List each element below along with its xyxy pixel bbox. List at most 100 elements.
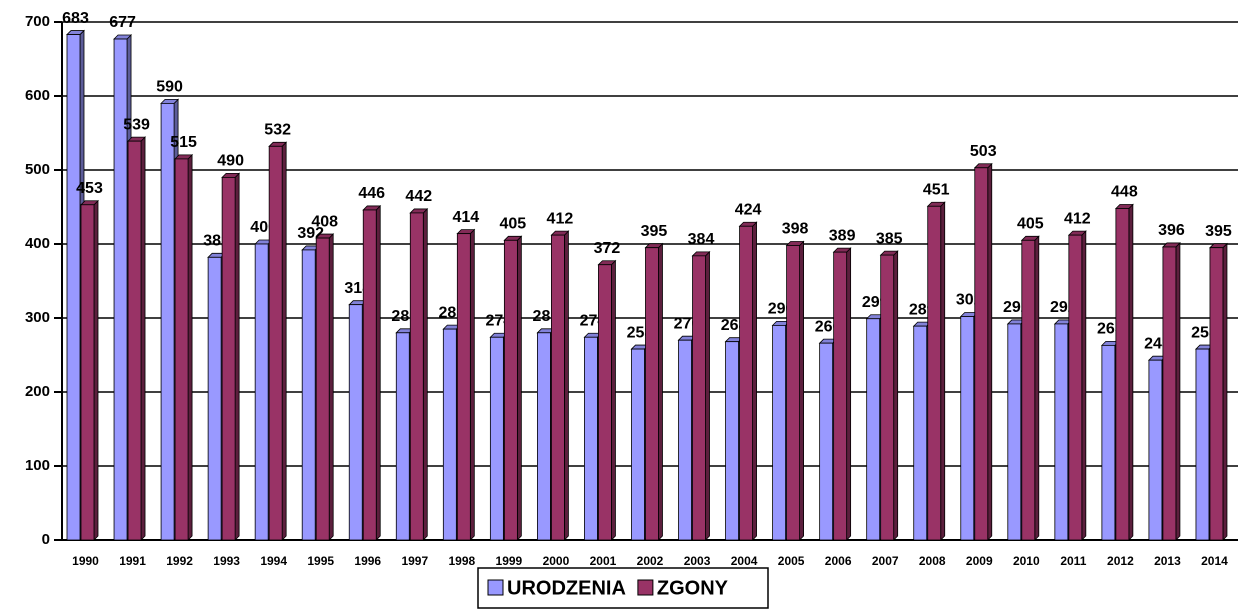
x-tick-label: 2006 xyxy=(825,554,852,568)
bar xyxy=(348,304,363,541)
y-tick-label: 200 xyxy=(25,383,50,400)
bar xyxy=(254,243,269,541)
bar xyxy=(489,336,504,541)
bar xyxy=(1115,208,1130,541)
bar xyxy=(221,176,236,541)
bar xyxy=(584,336,598,541)
y-tick-label: 300 xyxy=(25,309,50,326)
x-tick-label: 1997 xyxy=(401,554,428,568)
value-label: 405 xyxy=(1017,216,1044,233)
bar xyxy=(315,237,330,541)
bar xyxy=(786,245,800,541)
bar xyxy=(1021,239,1036,541)
value-label: 532 xyxy=(264,122,291,139)
value-label: 396 xyxy=(1158,222,1185,239)
bar xyxy=(880,254,895,541)
bar xyxy=(1162,246,1177,541)
value-label: 424 xyxy=(735,201,762,218)
x-tick-label: 2009 xyxy=(966,554,993,568)
value-label: 372 xyxy=(594,240,621,257)
bar xyxy=(598,264,612,541)
bar xyxy=(66,34,81,541)
bar xyxy=(207,256,222,541)
value-label: 683 xyxy=(62,10,89,27)
x-tick-label: 2002 xyxy=(637,554,664,568)
x-tick-label: 2011 xyxy=(1060,554,1086,568)
bar xyxy=(1054,323,1069,541)
value-label: 412 xyxy=(547,210,574,227)
x-tick-label: 2010 xyxy=(1013,554,1040,568)
x-tick-label: 1993 xyxy=(213,554,240,568)
x-tick-label: 2000 xyxy=(543,554,570,568)
bar-side xyxy=(1034,235,1040,541)
bar xyxy=(833,251,848,541)
bar xyxy=(866,318,881,541)
bar xyxy=(80,204,95,541)
bar-side xyxy=(658,242,663,541)
value-label: 405 xyxy=(500,216,527,233)
value-label: 503 xyxy=(970,143,997,160)
x-tick-label: 1998 xyxy=(448,554,475,568)
bar-side xyxy=(375,204,381,541)
x-tick-label: 2012 xyxy=(1107,554,1134,568)
x-tick-label: 1995 xyxy=(307,554,334,568)
x-tick-label: 2005 xyxy=(778,554,805,568)
x-tick-label: 2001 xyxy=(590,554,617,568)
bar xyxy=(692,255,706,541)
x-tick-label: 2013 xyxy=(1154,554,1181,568)
value-label: 490 xyxy=(217,153,244,170)
bar xyxy=(678,339,692,541)
value-label: 385 xyxy=(876,230,903,247)
bar xyxy=(819,342,834,541)
y-tick-label: 500 xyxy=(25,161,50,178)
legend-swatch xyxy=(637,579,654,596)
bar-side xyxy=(187,153,193,541)
bar xyxy=(503,239,518,541)
x-tick-label: 2003 xyxy=(684,554,711,568)
bar xyxy=(301,249,316,541)
bar-side xyxy=(140,136,146,541)
bar xyxy=(537,332,551,541)
value-label: 515 xyxy=(170,134,197,151)
x-tick-label: 2014 xyxy=(1201,554,1228,568)
value-label: 446 xyxy=(358,185,385,202)
bar-side xyxy=(516,235,522,541)
value-label: 539 xyxy=(123,116,150,133)
value-label: 448 xyxy=(1111,184,1138,201)
bar-side xyxy=(893,250,899,541)
bar xyxy=(127,140,142,541)
bar xyxy=(1209,247,1224,541)
x-tick-label: 2004 xyxy=(731,554,758,568)
bar xyxy=(362,209,377,541)
legend-label: URODZENIA xyxy=(507,577,626,599)
bar xyxy=(174,158,189,541)
bar xyxy=(631,348,645,541)
bar-side xyxy=(1222,242,1228,541)
bar-side xyxy=(422,207,428,541)
value-label: 414 xyxy=(452,209,479,226)
bar xyxy=(113,38,128,541)
value-label: 384 xyxy=(688,231,715,248)
x-tick-label: 1992 xyxy=(166,554,193,568)
bar xyxy=(395,332,410,541)
bar-side xyxy=(752,221,757,541)
bar xyxy=(456,233,471,541)
bar-side xyxy=(234,172,240,541)
bar-side xyxy=(940,201,946,541)
bar-side xyxy=(705,250,710,541)
bar xyxy=(913,325,928,541)
legend-label: ZGONY xyxy=(657,577,729,599)
bar-side xyxy=(987,162,993,541)
legend-box xyxy=(477,567,769,609)
value-label: 590 xyxy=(156,79,183,96)
value-label: 395 xyxy=(1205,223,1232,240)
value-label: 412 xyxy=(1064,210,1091,227)
bar xyxy=(1195,348,1210,541)
bar xyxy=(725,341,739,541)
value-label: 453 xyxy=(76,180,103,197)
bar xyxy=(772,324,786,541)
bar-side xyxy=(799,240,804,541)
bar xyxy=(1148,359,1163,541)
bar xyxy=(1101,344,1116,541)
bar-side xyxy=(611,259,616,541)
